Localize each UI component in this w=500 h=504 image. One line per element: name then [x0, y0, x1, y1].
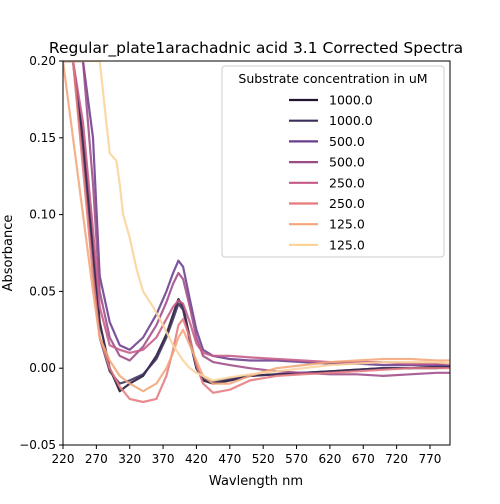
legend-label: 250.0 [329, 196, 365, 211]
x-tick-label: 220 [52, 452, 75, 466]
series-line-7 [63, 61, 450, 382]
x-tick-label: 620 [318, 452, 341, 466]
legend-title: Substrate concentration in uM [238, 71, 427, 86]
legend-label: 125.0 [329, 217, 365, 232]
x-tick-label: 270 [85, 452, 108, 466]
plot-frame [62, 60, 451, 446]
legend-box [221, 65, 445, 258]
axes: 220 270 320 370 420 470 520 570 620 670 720 770 −0.0… [19, 54, 451, 466]
chart-title: Regular_plate1arachadnic acid 3.1 Correc… [49, 39, 463, 58]
x-tick-label: 670 [352, 452, 375, 466]
y-tick-label: 0.05 [29, 284, 56, 298]
x-tick-label: 370 [152, 452, 175, 466]
y-tick-label: 0.15 [29, 131, 56, 145]
x-tick-label: 520 [252, 452, 275, 466]
y-axis-label: Absorbance [1, 215, 16, 292]
y-tick-label: −0.05 [19, 438, 56, 452]
plot-area [63, 61, 450, 404]
legend-label: 500.0 [329, 134, 365, 149]
y-tick-label: 0.10 [29, 208, 56, 222]
legend-label: 250.0 [329, 175, 365, 190]
x-tick-label: 570 [285, 452, 308, 466]
x-tick-label: 420 [185, 452, 208, 466]
series-line-6 [63, 61, 450, 393]
legend-label: 1000.0 [329, 113, 373, 128]
series-line-5 [63, 61, 450, 404]
x-tick-label: 770 [419, 452, 442, 466]
y-tick-label: 0.00 [29, 361, 56, 375]
legend-label: 125.0 [329, 237, 365, 252]
series-line-3 [63, 61, 450, 377]
x-axis-label: Wavlength nm [209, 474, 303, 489]
y-tick-label: 0.20 [29, 54, 56, 68]
x-tick-label: 320 [118, 452, 141, 466]
legend-label: 1000.0 [329, 93, 373, 108]
legend-label: 500.0 [329, 155, 365, 170]
x-tick-label: 720 [385, 452, 408, 466]
legend: Substrate concentration in uM 1000.0 1000.… [221, 65, 445, 258]
x-tick-label: 470 [218, 452, 241, 466]
